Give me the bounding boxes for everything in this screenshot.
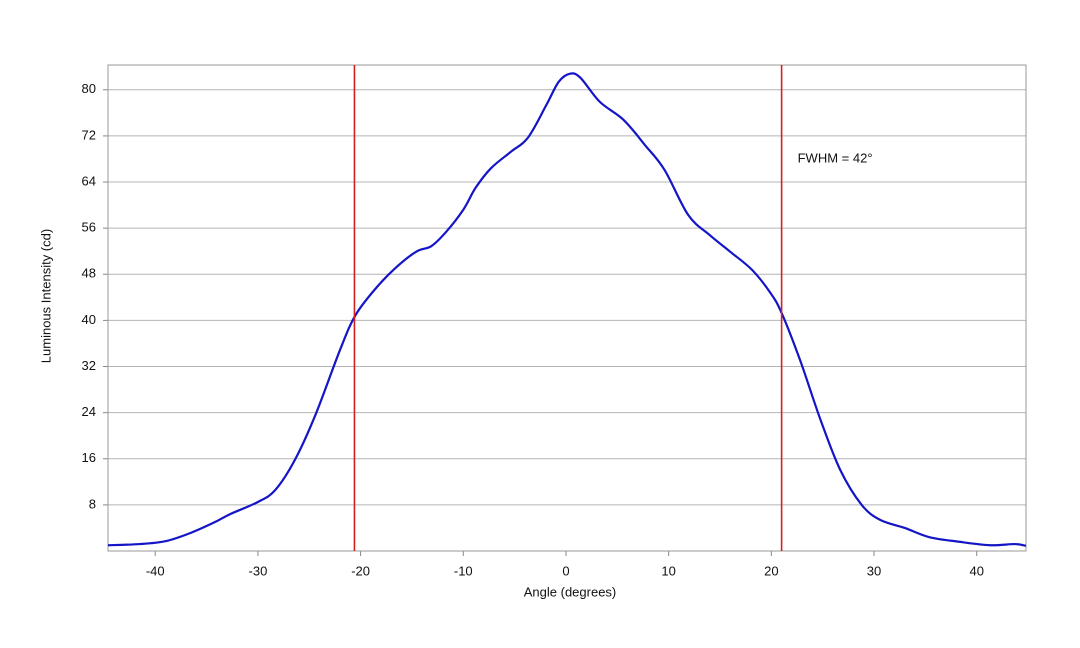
x-tick-label: -10 (454, 563, 473, 578)
y-tick-label: 40 (82, 312, 96, 327)
y-tick-label: 56 (82, 220, 96, 235)
y-tick-label: 80 (82, 81, 96, 96)
y-tick-label: 64 (82, 173, 96, 188)
data-line (107, 72, 1027, 547)
y-tick-label: 32 (82, 358, 96, 373)
x-axis-label: Angle (degrees) (524, 584, 617, 599)
x-tick-label: 40 (969, 563, 983, 578)
annotation: FWHM = 42° (798, 150, 873, 165)
x-tick-label: 10 (661, 563, 675, 578)
x-tick-label: 0 (562, 563, 569, 578)
x-tick-label: -20 (351, 563, 370, 578)
y-tick-label: 24 (82, 404, 96, 419)
y-tick-label: 48 (82, 266, 96, 281)
x-tick-label: 30 (867, 563, 881, 578)
plot-border (107, 64, 1027, 552)
x-tick-label: -30 (249, 563, 268, 578)
y-tick-label: 16 (82, 450, 96, 465)
x-tick-label: 20 (764, 563, 778, 578)
y-axis-label: Luminous Intensity (cd) (38, 229, 53, 363)
y-tick-label: 8 (89, 496, 96, 511)
x-tick-label: -40 (146, 563, 165, 578)
y-tick-label: 72 (82, 127, 96, 142)
